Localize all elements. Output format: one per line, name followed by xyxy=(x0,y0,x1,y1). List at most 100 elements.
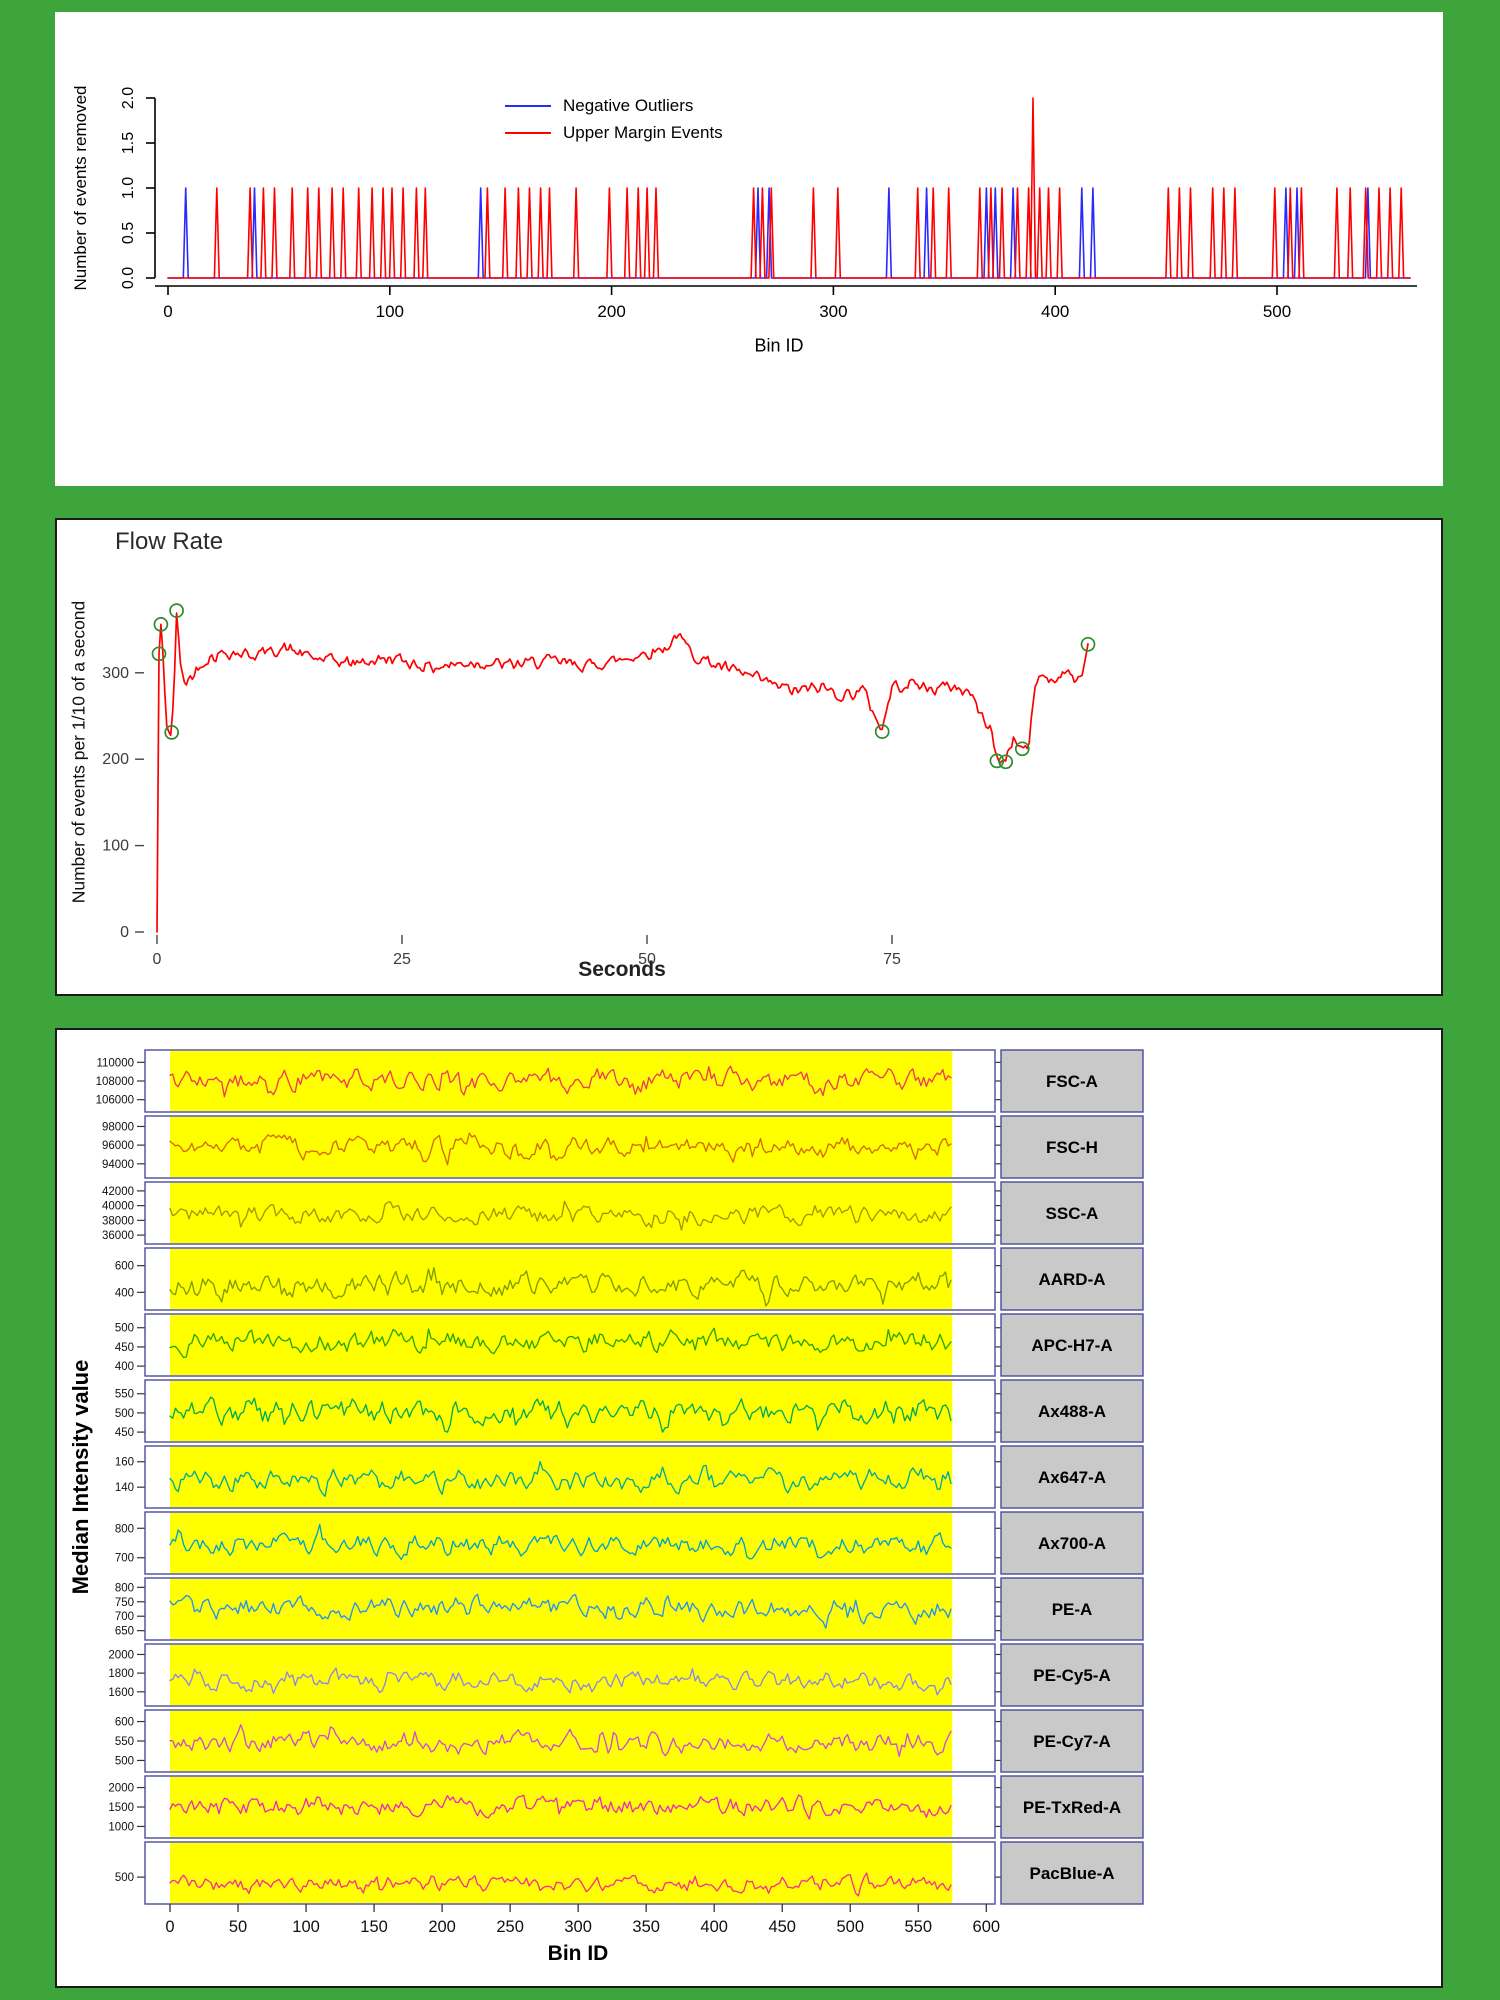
x-tick-label: 75 xyxy=(883,951,901,968)
facet-series-ssc-a xyxy=(169,1200,952,1231)
x-tick-label: 100 xyxy=(292,1918,320,1936)
facet-y-tick-label: 450 xyxy=(115,1427,134,1439)
facet-y-tick-label: 650 xyxy=(115,1626,134,1638)
y-tick-label: 0 xyxy=(120,924,129,941)
facet-border xyxy=(144,1379,996,1443)
facet-data-region xyxy=(170,1645,953,1705)
facet-data-region xyxy=(170,1315,953,1375)
facet-y-tick-label: 1600 xyxy=(108,1687,134,1699)
facet-pe-txred-a: 1000 1500 2000 PE-TxRed-A xyxy=(108,1775,1144,1839)
facet-border xyxy=(144,1247,996,1311)
anomaly-markers xyxy=(151,603,1096,770)
series-upper-margin-events xyxy=(167,97,1411,279)
facet-ax700-a: 700 800 Ax700-A xyxy=(115,1511,1144,1575)
x-tick-label: 400 xyxy=(1041,302,1069,321)
facet-border xyxy=(144,1313,996,1377)
upper-margin-events-legend-label: Upper Margin Events xyxy=(563,123,723,142)
facet-strip xyxy=(1000,1313,1144,1377)
facet-ax488-a: 450 500 550 Ax488-A xyxy=(115,1379,1144,1443)
facet-border xyxy=(144,1577,996,1641)
facet-series-pe-cy7-a xyxy=(169,1724,952,1758)
facet-data-region xyxy=(170,1051,953,1111)
flow-rate-x-axis-label: Seconds xyxy=(578,958,666,981)
anomaly-marker xyxy=(151,646,167,662)
facet-strip xyxy=(1000,1709,1144,1773)
facet-data-region xyxy=(170,1447,953,1507)
facet-strip-label: Ax647-A xyxy=(1038,1468,1106,1487)
y-tick-label: 1.0 xyxy=(120,177,137,199)
facet-data-region xyxy=(170,1513,953,1573)
anomaly-marker xyxy=(1080,636,1096,652)
facet-y-tick-label: 40000 xyxy=(102,1201,134,1213)
events-removed-panel: 0 100 200 300 400 500 0.0 0.5 1.0 1.5 2.0 Number o… xyxy=(55,12,1443,486)
negative-outliers-legend-label: Negative Outliers xyxy=(563,96,694,115)
flow-rate-y-axis-label: Number of events per 1/10 of a second xyxy=(68,600,89,904)
axes: 0 100 200 300 400 500 0.0 0.5 1.0 1.5 2.0 xyxy=(120,87,1417,321)
facet-border xyxy=(144,1115,996,1179)
flow-rate-title: Flow Rate xyxy=(115,528,224,555)
x-tick-label: 550 xyxy=(905,1918,933,1936)
series-negative-outliers xyxy=(167,187,1411,279)
x-tick-label: 500 xyxy=(1263,302,1291,321)
median-intensity-x-axis-label: Bin ID xyxy=(547,1942,609,1965)
facet-strip-label: Ax700-A xyxy=(1038,1534,1106,1553)
facet-strip-label: FSC-A xyxy=(1046,1072,1098,1091)
x-tick-label: 200 xyxy=(597,302,625,321)
facet-strip-label: APC-H7-A xyxy=(1031,1336,1112,1355)
facet-y-tick-label: 750 xyxy=(115,1597,134,1609)
legend-item-upper-margin-events: Upper Margin Events xyxy=(505,123,723,143)
y-tick-label: 300 xyxy=(102,665,129,682)
facet-data-region xyxy=(170,1843,953,1903)
facet-strip-label: PE-Cy5-A xyxy=(1033,1666,1110,1685)
facet-y-tick-label: 400 xyxy=(115,1361,134,1373)
facet-y-tick-label: 500 xyxy=(115,1755,134,1767)
x-tick-label: 300 xyxy=(564,1918,592,1936)
facet-y-tick-label: 800 xyxy=(115,1582,134,1594)
facet-y-tick-label: 96000 xyxy=(102,1140,134,1152)
facet-strip-label: PE-TxRed-A xyxy=(1023,1798,1121,1817)
facet-apc-h7-a: 400 450 500 APC-H7-A xyxy=(115,1313,1144,1377)
facet-strip-label: PE-A xyxy=(1052,1600,1093,1619)
facet-series-fsc-h xyxy=(169,1132,952,1166)
facet-series-pe-a xyxy=(169,1593,952,1629)
facet-data-region xyxy=(170,1117,953,1177)
facet-series-aard-a xyxy=(169,1266,952,1307)
facet-pacblue-a: 500 PacBlue-A xyxy=(115,1841,1144,1905)
y-tick-label: 1.5 xyxy=(120,132,137,154)
facet-y-tick-label: 800 xyxy=(115,1523,134,1535)
facet-series-pacblue-a xyxy=(169,1872,952,1897)
facet-series-ax647-a xyxy=(169,1460,952,1497)
anomaly-marker xyxy=(153,617,169,632)
facet-ax647-a: 140 160 Ax647-A xyxy=(115,1445,1144,1509)
flow-rate-panel: Flow Rate 0 100 200 300 0 25 50 75 Number of ev… xyxy=(55,518,1443,996)
anomaly-marker xyxy=(1014,741,1030,757)
x-tick-label: 350 xyxy=(632,1918,660,1936)
facet-strip xyxy=(1000,1643,1144,1707)
facet-y-tick-label: 38000 xyxy=(102,1215,134,1227)
facet-y-tick-label: 2000 xyxy=(108,1783,134,1795)
events-removed-y-axis-label: Number of events removed xyxy=(71,85,90,291)
facet-y-tick-label: 400 xyxy=(115,1287,134,1299)
facet-y-tick-label: 42000 xyxy=(102,1186,134,1198)
x-tick-label: 25 xyxy=(393,951,411,968)
facet-border xyxy=(144,1445,996,1509)
facet-y-tick-label: 600 xyxy=(115,1717,134,1729)
facet-strip xyxy=(1000,1379,1144,1443)
facet-strip-label: PacBlue-A xyxy=(1029,1864,1114,1883)
facet-border xyxy=(144,1775,996,1839)
events-removed-x-axis-label: Bin ID xyxy=(754,335,804,356)
facet-strip xyxy=(1000,1115,1144,1179)
facet-border xyxy=(144,1643,996,1707)
x-tick-label: 0 xyxy=(165,1918,174,1936)
facet-data-region xyxy=(170,1249,953,1309)
facet-series-apc-h7-a xyxy=(169,1327,952,1359)
y-tick-label: 200 xyxy=(102,751,129,768)
facet-strip-label: Ax488-A xyxy=(1038,1402,1106,1421)
facet-y-tick-label: 600 xyxy=(115,1261,134,1273)
facet-y-tick-label: 98000 xyxy=(102,1121,134,1133)
facet-y-tick-label: 94000 xyxy=(102,1159,134,1171)
facet-strip-label: SSC-A xyxy=(1046,1204,1099,1223)
legend: Negative Outliers Upper Margin Events xyxy=(505,96,723,143)
x-tick-label: 150 xyxy=(360,1918,388,1936)
